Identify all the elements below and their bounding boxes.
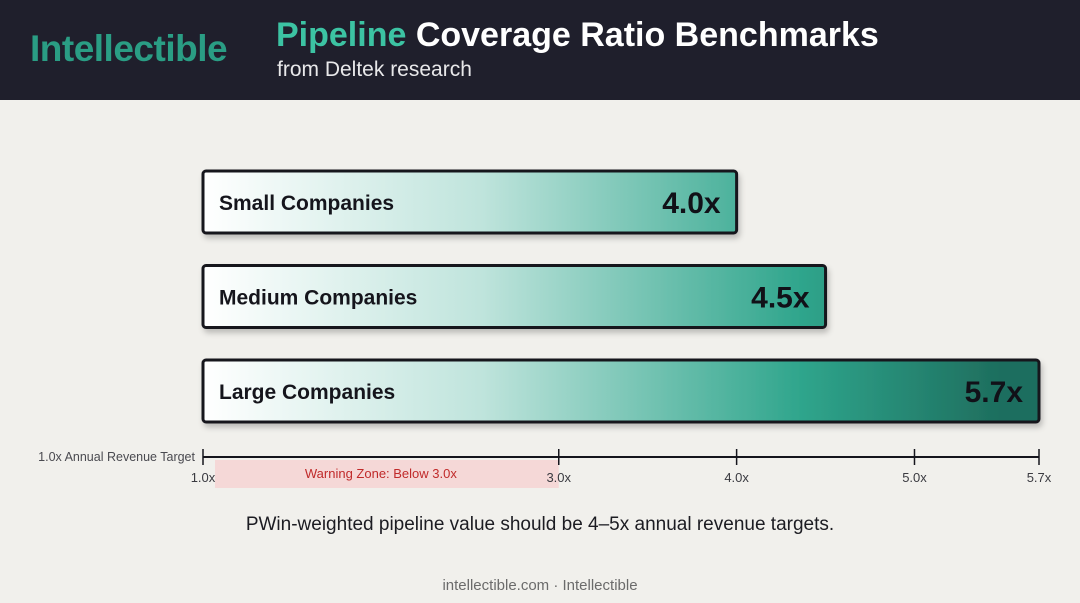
bar-value-label: 4.5x — [751, 282, 810, 315]
bar-2 — [201, 264, 828, 329]
x-tick-label: 5.7x — [1027, 470, 1052, 485]
bar-value-label: 5.7x — [965, 376, 1024, 409]
bar-3 — [201, 358, 1041, 424]
title-rest: Coverage Ratio Benchmarks — [406, 16, 879, 54]
bar-1 — [201, 169, 739, 235]
x-tick-label: 4.0x — [724, 470, 749, 485]
title-accent: Pipeline — [276, 16, 407, 54]
page-title: Pipeline Coverage Ratio Benchmarks — [276, 16, 879, 55]
page-footer: intellectible.com · Intellectible — [442, 577, 638, 594]
bar-category-label: Small Companies — [219, 192, 394, 215]
bar-category-label: Large Companies — [219, 381, 395, 404]
warning-zone-label: Warning Zone: Below 3.0x — [305, 466, 457, 481]
warning-zone — [215, 460, 559, 488]
brand-logo: Intellectible — [30, 28, 228, 69]
bar-value-label: 4.0x — [662, 187, 721, 220]
page-subtitle: from Deltek research — [277, 58, 472, 81]
bar-category-label: Medium Companies — [219, 287, 417, 310]
header-bar: Intellectible Pipeline Coverage Ratio Be… — [0, 0, 1080, 100]
x-tick-label: 1.0x — [191, 470, 216, 485]
x-tick-label: 3.0x — [546, 470, 571, 485]
x-axis-label: 1.0x Annual Revenue Target — [38, 450, 195, 464]
chart-footnote: PWin-weighted pipeline value should be 4… — [245, 514, 835, 535]
x-tick-label: 5.0x — [902, 470, 927, 485]
